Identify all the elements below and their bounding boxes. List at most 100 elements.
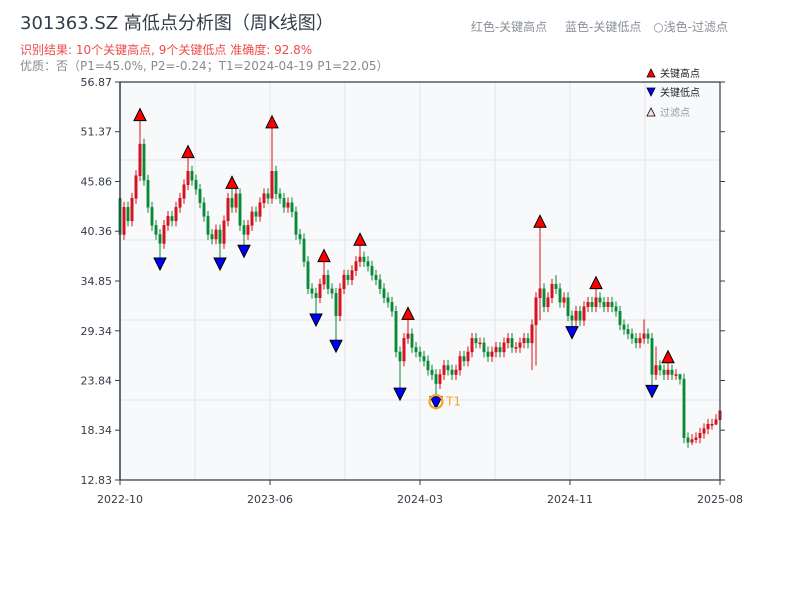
legend-low-label: 关键低点 <box>660 86 700 99</box>
candle-body <box>150 207 154 226</box>
candle-body <box>586 302 590 307</box>
candle-body <box>610 302 614 307</box>
candle-body <box>306 261 310 289</box>
candle-body <box>702 428 706 434</box>
key-high-marker <box>661 349 675 364</box>
candle-body <box>262 193 266 204</box>
candle-body <box>542 288 546 307</box>
candle-body <box>374 274 378 280</box>
candle-body <box>466 351 470 362</box>
grid <box>120 82 720 480</box>
y-tick-label: 45.86 <box>81 176 113 189</box>
candle-body <box>334 293 338 316</box>
x-tick-label: 2025-08 <box>697 493 743 506</box>
candle-body <box>318 283 322 298</box>
legend-filtered-label: 过滤点 <box>660 106 690 119</box>
chart-title: 301363.SZ 高低点分析图（周K线图） <box>20 13 334 34</box>
candle-body <box>502 342 506 353</box>
candle-body <box>218 229 222 244</box>
candle-body <box>166 216 170 226</box>
candle-body <box>202 202 206 217</box>
candle-body <box>578 311 582 321</box>
candle-body <box>550 283 554 298</box>
key-low-marker <box>329 339 343 354</box>
candle-body <box>546 297 550 307</box>
key-low-marker <box>429 396 443 410</box>
candle-body <box>554 283 558 289</box>
candle-body <box>358 256 362 262</box>
candle-body <box>398 351 402 362</box>
key-high-marker <box>589 275 603 290</box>
candle-body <box>250 211 254 226</box>
candle-body <box>342 274 346 289</box>
candle-body <box>142 143 146 181</box>
candle-body <box>286 202 290 208</box>
candle-body <box>162 225 166 244</box>
key-low-marker <box>645 384 659 399</box>
candle-body <box>562 297 566 303</box>
candle-body <box>470 338 474 353</box>
legend-blue-text: 蓝色-关键低点 <box>565 20 642 34</box>
candle-body <box>190 170 194 181</box>
candle-body <box>630 333 634 339</box>
key-high-marker <box>533 214 547 228</box>
key-high-marker <box>133 107 147 122</box>
candle-body <box>378 279 382 289</box>
candle-body <box>474 338 478 344</box>
candle-body <box>366 261 370 267</box>
color-legend: 红色-关键高点 蓝色-关键低点 ○浅色-过滤点 <box>457 20 728 34</box>
key-low-marker <box>393 387 407 402</box>
candles <box>118 120 722 448</box>
key-high-marker <box>265 114 279 129</box>
candle-body <box>238 193 242 226</box>
candle-body <box>566 297 570 316</box>
candle-body <box>198 189 202 204</box>
candle-body <box>422 356 426 362</box>
candle-body <box>654 365 658 375</box>
candle-body <box>258 202 262 217</box>
candle-body <box>638 338 642 344</box>
candle-body <box>146 180 150 208</box>
candle-body <box>714 419 718 425</box>
candle-body <box>506 338 510 344</box>
candle-body <box>302 238 306 262</box>
candle-body <box>458 356 462 371</box>
candle-body <box>522 338 526 344</box>
candle-body <box>494 347 498 353</box>
candle-body <box>290 202 294 213</box>
candle-body <box>214 229 218 240</box>
candle-body <box>174 207 178 222</box>
x-tick-label: 2022-10 <box>97 493 143 506</box>
candle-body <box>230 198 234 208</box>
candle-body <box>154 225 158 235</box>
x-tick-label: 2023-06 <box>247 493 293 506</box>
candle-body <box>426 360 430 371</box>
candle-body <box>354 261 358 271</box>
candle-body <box>158 234 162 244</box>
candle-body <box>346 274 350 280</box>
candle-body <box>634 338 638 344</box>
candle-body <box>406 333 410 339</box>
candle-body <box>574 311 578 321</box>
key-high-marker <box>353 232 367 246</box>
legend-high-label: 关键高点 <box>660 67 700 80</box>
result-summary: 识别结果: 10个关键高点, 9个关键低点 准确度: 92.8% <box>20 43 313 57</box>
y-tick-label: 56.87 <box>81 76 113 89</box>
key-low-marker <box>309 313 323 328</box>
candle-body <box>622 324 626 330</box>
candle-body <box>126 207 130 222</box>
candle-body <box>434 374 438 384</box>
candle-body <box>170 216 174 222</box>
candle-body <box>242 225 246 235</box>
candle-body <box>698 433 702 438</box>
candle-body <box>642 333 646 339</box>
x-tick-label: 2024-03 <box>397 493 443 506</box>
candle-body <box>590 302 594 307</box>
key-low-marker <box>237 244 251 259</box>
candle-body <box>226 198 230 222</box>
candle-body <box>122 207 126 235</box>
candle-body <box>370 265 374 276</box>
candle-body <box>478 342 482 345</box>
candle-body <box>454 369 458 375</box>
